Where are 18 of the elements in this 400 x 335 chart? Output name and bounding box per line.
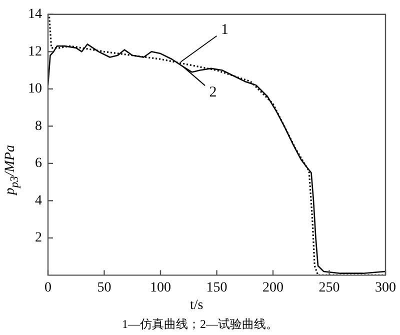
y-tick-label: 10: [28, 82, 42, 97]
annotation: 2: [209, 84, 217, 100]
y-tick-label: 14: [28, 7, 42, 22]
y-tick-label: 12: [28, 44, 42, 60]
x-tick-label: 200: [262, 280, 284, 296]
y-tick-label: 6: [35, 156, 42, 172]
x-tick-label: 150: [206, 280, 228, 296]
x-tick-label: 0: [44, 280, 52, 296]
x-tick-label: 300: [375, 280, 396, 296]
y-tick-label: 8: [35, 118, 42, 134]
y-tick-label: 4: [35, 193, 42, 208]
x-tick-label: 250: [318, 280, 340, 296]
x-axis-title: t/s: [190, 298, 204, 314]
x-tick-label: 50: [97, 280, 112, 296]
x-tick-label: 100: [150, 280, 171, 296]
text: 1—仿真曲线；2—试验曲线。: [121, 316, 279, 333]
annotation: 1: [221, 22, 228, 38]
y-tick-label: 2: [35, 230, 42, 246]
